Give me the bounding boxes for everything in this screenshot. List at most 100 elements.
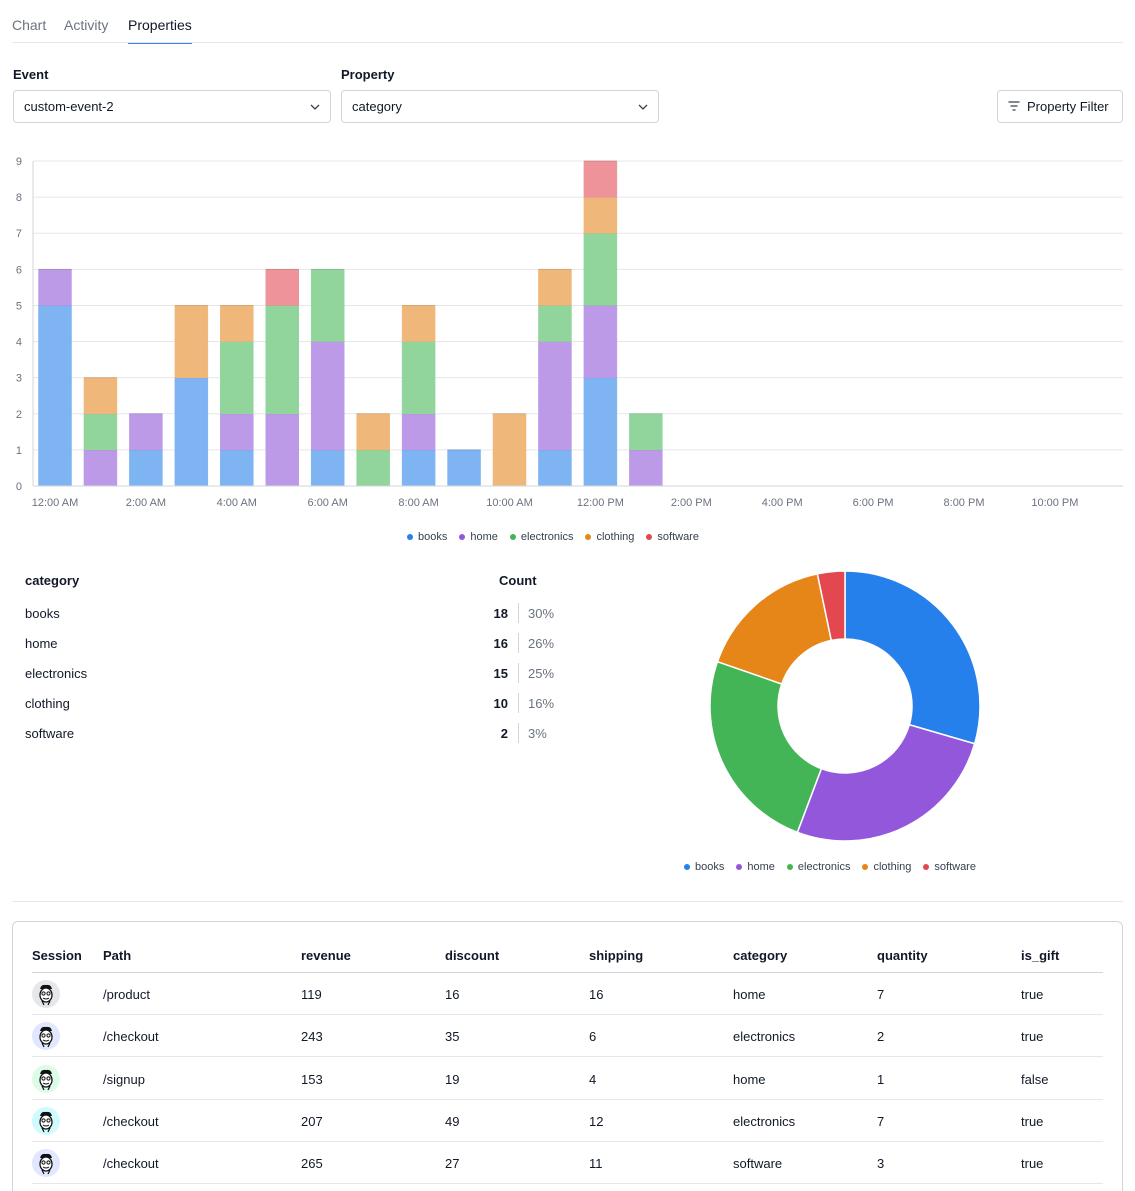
tab-activity[interactable]: Activity [64, 17, 109, 33]
bar-segment-electronics[interactable] [220, 341, 254, 415]
x-tick-label: 2:00 AM [126, 497, 166, 509]
bar-segment-books[interactable] [447, 449, 481, 487]
bar-segment-clothing[interactable] [356, 413, 390, 451]
avatar[interactable] [32, 1022, 60, 1051]
breakdown-separator [518, 693, 519, 713]
bar-segment-electronics[interactable] [629, 413, 663, 451]
breakdown-percent: 30% [528, 606, 555, 621]
face-icon [39, 1069, 53, 1090]
donut-slice-clothing[interactable] [716, 572, 833, 685]
legend-item-software[interactable]: software [646, 531, 699, 543]
bar-segment-electronics[interactable] [401, 341, 436, 415]
legend-label: books [695, 861, 725, 873]
bar-segment-clothing[interactable] [83, 377, 118, 415]
bar-segment-home[interactable] [265, 413, 299, 487]
bar-segment-home[interactable] [38, 269, 72, 306]
avatar[interactable] [32, 980, 60, 1008]
legend-item-electronics[interactable]: electronics [509, 531, 573, 543]
bar-segment-software[interactable] [583, 160, 618, 198]
bar-segment-books[interactable] [129, 449, 163, 487]
legend-dot [786, 864, 793, 870]
stacked-bar-chart: 0 1 2 3 4 5 6 7 8 9 12:00 AM 2:00 AM 4:00 AM 6:00 AM 8… [16, 156, 1123, 509]
donut-slice-software[interactable] [816, 570, 846, 642]
bar-segment-software[interactable] [265, 269, 299, 306]
bar-segment-electronics[interactable] [310, 269, 345, 342]
table-row[interactable]: /signup 153 19 4 home 1 false [32, 1058, 1103, 1100]
bar-segment-electronics[interactable] [83, 413, 118, 451]
bar-segment-books[interactable] [538, 449, 572, 487]
breakdown-name: electronics [25, 666, 88, 681]
cell-category: home [733, 987, 766, 1002]
column-header-session[interactable]: Session [32, 948, 82, 963]
column-header-revenue[interactable]: revenue [301, 948, 351, 963]
column-header-category[interactable]: category [733, 948, 788, 963]
bar-segment-home[interactable] [310, 341, 345, 451]
table-row[interactable]: /checkout 207 49 12 electronics 7 true [32, 1100, 1103, 1142]
bar-segment-home[interactable] [583, 305, 618, 378]
x-tick-label: 12:00 AM [32, 497, 78, 509]
column-header-path[interactable]: Path [103, 948, 132, 963]
tab-chart[interactable]: Chart [12, 17, 47, 33]
legend-item-clothing[interactable]: clothing [862, 861, 911, 873]
bar-segment-books[interactable] [174, 377, 209, 487]
breakdown-percent: 3% [528, 726, 547, 741]
property-select[interactable]: category [341, 90, 659, 123]
event-select[interactable]: custom-event-2 [13, 90, 331, 123]
bar-segment-clothing[interactable] [220, 305, 254, 342]
y-tick-label: 9 [16, 156, 22, 168]
legend-label: home [470, 531, 498, 543]
bar-segment-books[interactable] [583, 377, 618, 487]
legend-item-books[interactable]: books [684, 861, 724, 873]
bar-segment-clothing[interactable] [583, 196, 618, 234]
breakdown-row: home 16 26% [25, 633, 565, 666]
bar-segment-home[interactable] [629, 449, 663, 487]
bar-segment-clothing[interactable] [538, 269, 572, 306]
bar-segment-electronics[interactable] [356, 449, 390, 487]
table-row[interactable]: /checkout 243 35 6 electronics 2 true [32, 1015, 1103, 1058]
bar-segment-electronics[interactable] [538, 305, 572, 342]
legend-dot [509, 534, 516, 540]
bar-segment-home[interactable] [538, 341, 572, 451]
legend-item-home[interactable]: home [736, 861, 775, 873]
bar-segment-books[interactable] [220, 449, 254, 487]
donut-slice-books[interactable] [844, 570, 981, 745]
property-filter-button[interactable]: Property Filter [997, 90, 1123, 123]
column-header-quantity[interactable]: quantity [877, 948, 928, 963]
bar-segment-home[interactable] [129, 413, 163, 451]
tab-properties[interactable]: Properties [128, 17, 192, 44]
legend-item-clothing[interactable]: clothing [585, 531, 634, 543]
donut-slice-home[interactable] [796, 723, 976, 842]
legend-item-electronics[interactable]: electronics [786, 861, 851, 873]
bar-segment-home[interactable] [220, 413, 254, 451]
cell-shipping: 4 [589, 1071, 597, 1087]
table-row[interactable]: /product 119 16 16 home 7 true [32, 973, 1103, 1015]
donut-slice-electronics[interactable] [709, 660, 823, 834]
y-tick-label: 8 [16, 192, 22, 204]
column-header-is-gift[interactable]: is_gift [1021, 948, 1060, 963]
bar-segment-books[interactable] [310, 449, 345, 487]
legend-item-software[interactable]: software [923, 861, 976, 873]
legend-item-books[interactable]: books [407, 531, 447, 543]
legend-item-home[interactable]: home [459, 531, 498, 543]
x-tick-label: 10:00 PM [1031, 497, 1078, 509]
column-header-discount[interactable]: discount [445, 948, 500, 963]
bar-segment-clothing[interactable] [174, 305, 209, 378]
column-header-shipping[interactable]: shipping [589, 948, 644, 963]
bar-segment-books[interactable] [401, 449, 436, 487]
avatar[interactable] [32, 1064, 60, 1093]
bar-segment-home[interactable] [83, 449, 118, 487]
avatar[interactable] [32, 1149, 60, 1178]
breakdown-count: 2 [500, 726, 508, 741]
breakdown-row: books 18 30% [25, 603, 565, 636]
bar-segment-electronics[interactable] [265, 305, 299, 415]
bar-segment-clothing[interactable] [401, 305, 436, 342]
bar-segment-books[interactable] [38, 305, 72, 487]
bar-segment-home[interactable] [401, 413, 436, 451]
legend-label: electronics [797, 861, 851, 873]
bar-segment-electronics[interactable] [583, 232, 618, 306]
table-row[interactable]: /checkout 265 27 11 software 3 true [32, 1142, 1103, 1185]
y-tick-label: 6 [16, 264, 22, 276]
legend-dot [646, 534, 653, 540]
avatar[interactable] [32, 1106, 60, 1135]
bar-segment-clothing[interactable] [492, 413, 527, 487]
